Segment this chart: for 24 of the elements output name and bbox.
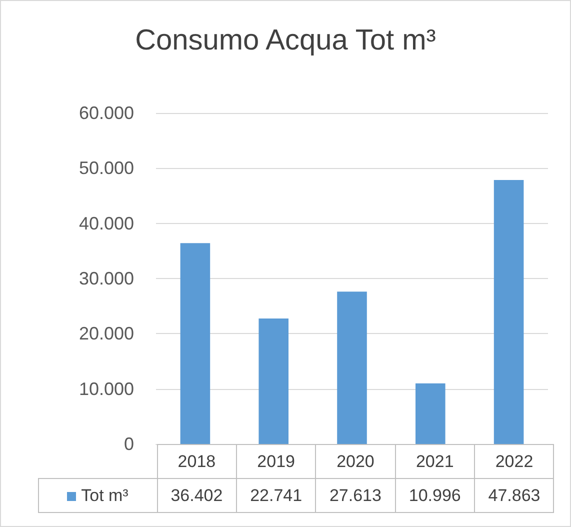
bar: [258, 318, 288, 444]
bar: [180, 243, 210, 444]
bar: [494, 180, 524, 444]
data-label: 10.996: [395, 478, 475, 512]
x-tick-label: 2019: [236, 444, 316, 478]
x-tick-label: 2021: [395, 444, 475, 478]
legend-label: Tot m³: [38, 478, 157, 512]
x-tick-label: 2022: [474, 444, 554, 478]
chart-title: Consumo Acqua Tot m³: [135, 24, 436, 56]
y-tick-label: 60.000: [78, 103, 134, 123]
data-label: 27.613: [316, 478, 396, 512]
y-tick-label: 10.000: [78, 378, 134, 399]
y-tick-label: 40.000: [78, 213, 134, 234]
data-label: 47.863: [474, 478, 554, 512]
x-tick-label: 2018: [157, 444, 236, 478]
data-label: 36.402: [157, 478, 236, 512]
x-tick-label: 2020: [316, 444, 396, 478]
y-tick-label: 0: [124, 434, 134, 454]
data-label: 22.741: [236, 478, 316, 512]
bar: [416, 383, 446, 444]
bar: [337, 292, 367, 444]
y-tick-label: 20.000: [78, 324, 134, 344]
y-tick-label: 50.000: [78, 158, 134, 178]
y-tick-label: 30.000: [78, 268, 134, 288]
